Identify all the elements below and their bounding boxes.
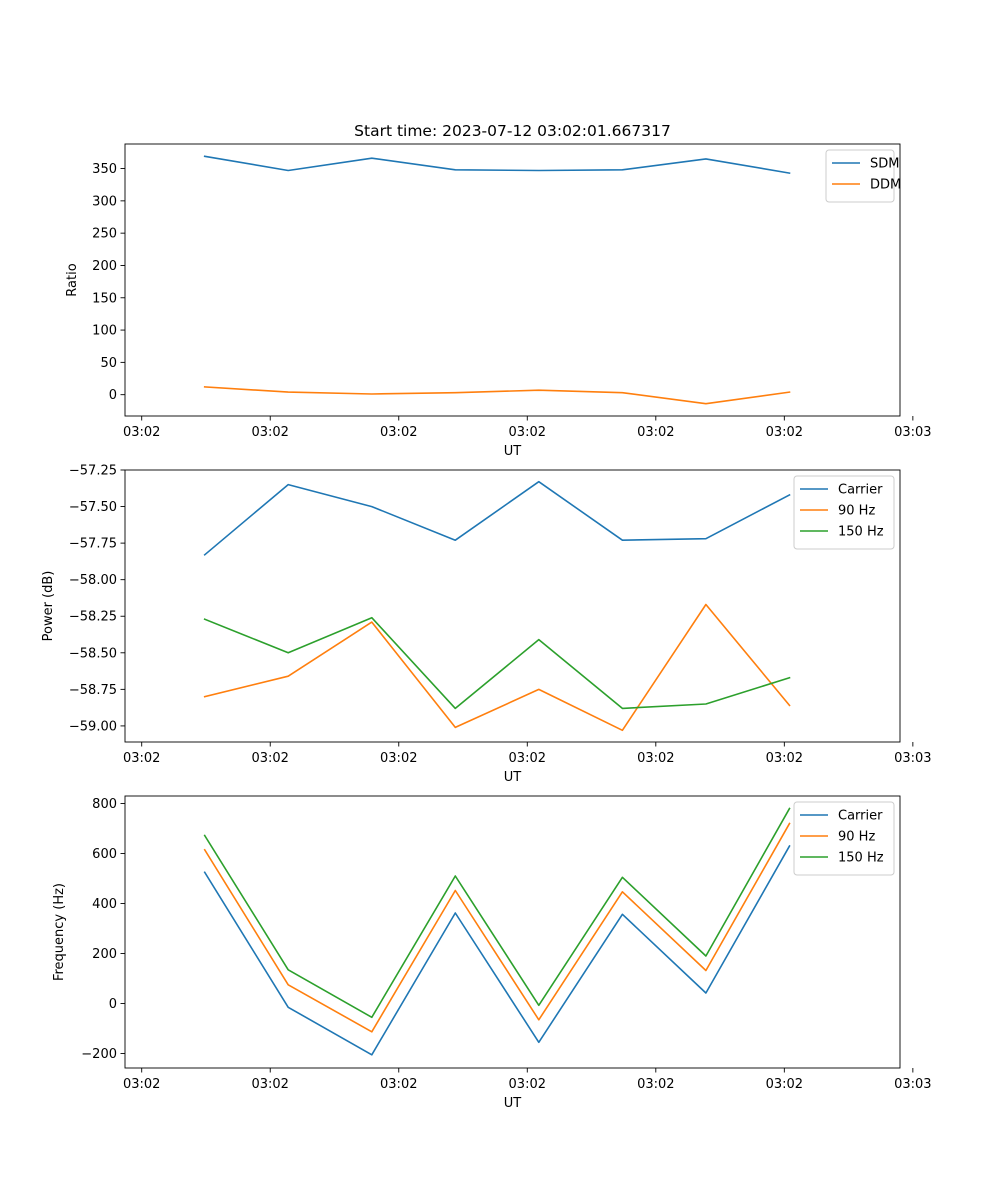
axes-frame <box>124 795 901 1069</box>
x-tick-label: 03:02 <box>509 1077 546 1092</box>
x-tick-label: 03:02 <box>380 425 417 440</box>
series-line-carrier <box>203 844 791 1056</box>
y-tick-label: 800 <box>92 797 117 812</box>
y-tick-label: −58.50 <box>69 646 117 661</box>
x-tick-label: 03:02 <box>251 751 288 766</box>
x-axis-label: UT <box>504 770 522 785</box>
series-line-90-hz <box>203 603 791 732</box>
x-tick-label: 03:02 <box>123 425 160 440</box>
y-tick-label: −58.25 <box>69 610 117 625</box>
series-line-150-hz <box>203 616 791 710</box>
x-tick-label: 03:03 <box>894 1077 931 1092</box>
x-tick-label: 03:02 <box>637 751 674 766</box>
y-tick-label: 100 <box>92 324 117 339</box>
y-tick-label: 0 <box>109 388 117 403</box>
y-tick-label: −57.50 <box>69 500 117 515</box>
y-tick-label: −59.00 <box>69 719 117 734</box>
x-tick-label: 03:02 <box>637 1077 674 1092</box>
y-tick-label: 0 <box>109 997 117 1012</box>
y-axis-label: Power (dB) <box>41 571 56 642</box>
y-tick-label: −58.00 <box>69 573 117 588</box>
subplot-1: 03:02 03:02 03:02 03:02 03:02 03:02 03:03 0 50 10… <box>65 143 932 459</box>
legend-entry: Carrier <box>838 483 883 498</box>
x-tick-label: 03:03 <box>894 751 931 766</box>
x-tick-label: 03:02 <box>509 425 546 440</box>
y-tick-label: 400 <box>92 897 117 912</box>
y-axis-label: Frequency (Hz) <box>52 883 67 981</box>
legend: Carrier 90 Hz 150 Hz <box>793 475 895 550</box>
series-line-ddm <box>203 386 791 405</box>
subplot-2: 03:02 03:02 03:02 03:02 03:02 03:02 03:03 −59.0… <box>41 464 932 786</box>
y-tick-label: 300 <box>92 194 117 209</box>
y-tick-label: −57.75 <box>69 537 117 552</box>
x-tick-label: 03:02 <box>380 1077 417 1092</box>
subplot-3: 03:02 03:02 03:02 03:02 03:02 03:02 03:03 −200 0… <box>52 795 932 1111</box>
y-axis-label: Ratio <box>65 263 80 296</box>
legend-entry: SDM <box>870 157 899 172</box>
y-tick-label: −58.75 <box>69 683 117 698</box>
y-tick-label: 50 <box>100 356 117 371</box>
x-tick-label: 03:02 <box>766 1077 803 1092</box>
legend: Carrier 90 Hz 150 Hz <box>793 801 895 876</box>
x-tick-label: 03:02 <box>123 751 160 766</box>
legend: SDM DDM <box>825 149 901 203</box>
x-tick-label: 03:03 <box>894 425 931 440</box>
series-line-150-hz <box>203 807 791 1019</box>
legend-entry: 90 Hz <box>838 504 875 519</box>
y-tick-label: −200 <box>81 1047 117 1062</box>
y-tick-label: 350 <box>92 162 117 177</box>
series-line-sdm <box>203 155 791 175</box>
x-tick-label: 03:02 <box>637 425 674 440</box>
y-tick-label: 250 <box>92 227 117 242</box>
series-line-carrier <box>203 480 791 556</box>
axes-frame <box>124 143 901 417</box>
x-tick-label: 03:02 <box>509 751 546 766</box>
y-tick-label: 150 <box>92 291 117 306</box>
x-tick-label: 03:02 <box>766 425 803 440</box>
series-line-90-hz <box>203 822 791 1033</box>
legend-entry: 150 Hz <box>838 525 884 540</box>
chart-title: Start time: 2023-07-12 03:02:01.667317 <box>354 122 671 140</box>
x-axis-label: UT <box>504 1096 522 1111</box>
legend-entry: DDM <box>870 178 901 193</box>
x-tick-label: 03:02 <box>380 751 417 766</box>
y-tick-label: 200 <box>92 947 117 962</box>
legend-entry: Carrier <box>838 809 883 824</box>
x-tick-label: 03:02 <box>766 751 803 766</box>
y-tick-label: −57.25 <box>69 464 117 479</box>
y-tick-label: 200 <box>92 259 117 274</box>
axes-frame <box>124 469 901 743</box>
x-axis-label: UT <box>504 444 522 459</box>
legend-entry: 90 Hz <box>838 830 875 845</box>
y-tick-label: 600 <box>92 847 117 862</box>
x-tick-label: 03:02 <box>123 1077 160 1092</box>
legend-entry: 150 Hz <box>838 851 884 866</box>
x-tick-label: 03:02 <box>251 425 288 440</box>
x-tick-label: 03:02 <box>251 1077 288 1092</box>
